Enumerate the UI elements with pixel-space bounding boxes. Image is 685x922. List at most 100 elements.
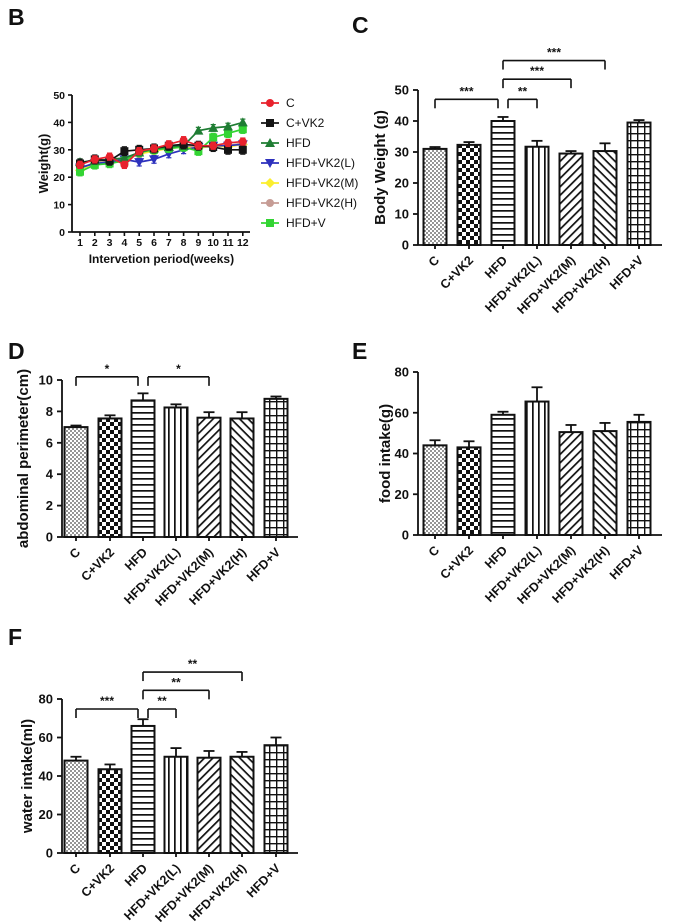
bar-c-vk2 bbox=[456, 446, 482, 536]
panel-label-e: E bbox=[352, 338, 368, 364]
bar-hfd-v bbox=[263, 397, 289, 539]
svg-text:60: 60 bbox=[39, 730, 53, 745]
svg-text:40: 40 bbox=[53, 117, 65, 129]
legend-entry-hfd-v: HFD+V bbox=[261, 216, 326, 230]
svg-text:9: 9 bbox=[195, 237, 201, 249]
axes bbox=[68, 94, 250, 236]
svg-text:**: ** bbox=[171, 675, 181, 689]
svg-text:0: 0 bbox=[402, 238, 409, 253]
bar-hfd bbox=[490, 120, 516, 246]
svg-text:HFD+VK2(H): HFD+VK2(H) bbox=[286, 196, 357, 210]
svg-text:*: * bbox=[105, 362, 110, 376]
bar-hfd-vk2-m bbox=[196, 416, 222, 538]
bar-hfd bbox=[490, 413, 516, 536]
panel-label-b: B bbox=[8, 4, 25, 30]
svg-text:HFD+V: HFD+V bbox=[607, 543, 647, 583]
svg-text:10: 10 bbox=[53, 200, 65, 212]
bar-c bbox=[63, 426, 89, 538]
svg-text:C: C bbox=[67, 545, 83, 561]
svg-text:HFD+V: HFD+V bbox=[244, 861, 284, 901]
svg-text:1: 1 bbox=[77, 237, 83, 249]
svg-text:HFD+V: HFD+V bbox=[607, 253, 647, 293]
svg-text:12: 12 bbox=[237, 237, 249, 249]
svg-text:HFD+V: HFD+V bbox=[244, 545, 284, 585]
y-tick-labels: 0 2 4 6 8 10 bbox=[39, 373, 54, 545]
bar-hfd-vk2-h bbox=[229, 417, 255, 538]
svg-text:**: ** bbox=[518, 84, 528, 98]
svg-text:5: 5 bbox=[136, 237, 142, 249]
bars bbox=[422, 400, 652, 537]
svg-text:*: * bbox=[176, 362, 181, 376]
svg-text:**: ** bbox=[188, 657, 198, 671]
bar-hfd-v bbox=[263, 744, 289, 854]
legend-entry-hfd-vk2-m: HFD+VK2(M) bbox=[261, 176, 358, 190]
svg-text:HFD: HFD bbox=[482, 543, 510, 571]
svg-text:***: *** bbox=[100, 694, 114, 708]
category-labels: CC+VK2 HFDHFD+VK2(L)HFD+VK2(M)HFD+VK2(H)H… bbox=[67, 545, 284, 609]
bar-c-vk2 bbox=[97, 417, 123, 538]
svg-text:C+VK2: C+VK2 bbox=[286, 116, 325, 130]
category-labels: CC+VK2 HFDHFD+VK2(L)HFD+VK2(M)HFD+VK2(H)H… bbox=[426, 253, 647, 317]
legend-entry-c-vk2: C+VK2 bbox=[261, 116, 325, 130]
error-bars bbox=[70, 392, 282, 428]
svg-text:60: 60 bbox=[395, 405, 409, 420]
bar-c bbox=[63, 759, 89, 855]
legend-entry-c: C bbox=[261, 96, 295, 110]
panel-label-d: D bbox=[8, 338, 25, 364]
svg-text:2: 2 bbox=[46, 498, 53, 513]
category-labels: CC+VK2 HFDHFD+VK2(L)HFD+VK2(M)HFD+VK2(H)H… bbox=[67, 861, 284, 922]
bar-hfd-vk2-l bbox=[163, 406, 189, 538]
svg-text:80: 80 bbox=[39, 692, 53, 707]
svg-text:HFD+V: HFD+V bbox=[286, 216, 326, 230]
svg-text:***: *** bbox=[459, 84, 473, 98]
svg-text:8: 8 bbox=[46, 404, 53, 419]
svg-text:food intake(g): food intake(g) bbox=[377, 404, 394, 503]
y-axis-label: Weight(g) bbox=[36, 134, 51, 194]
svg-text:Weight(g): Weight(g) bbox=[36, 134, 51, 194]
bar-hfd-vk2-l bbox=[524, 400, 550, 537]
panel-label-c: C bbox=[352, 12, 369, 38]
svg-text:2: 2 bbox=[92, 237, 98, 249]
svg-text:HFD+VK2(L): HFD+VK2(L) bbox=[286, 156, 355, 170]
bar-c-vk2 bbox=[456, 143, 482, 246]
legend-entry-hfd: HFD bbox=[261, 136, 311, 150]
error-bars bbox=[429, 386, 645, 448]
svg-text:**: ** bbox=[157, 694, 167, 708]
svg-text:Body Weight (g): Body Weight (g) bbox=[372, 110, 389, 225]
bar-hfd bbox=[130, 399, 156, 538]
svg-text:20: 20 bbox=[395, 487, 409, 502]
svg-text:C+VK2: C+VK2 bbox=[437, 543, 476, 582]
series-c bbox=[76, 136, 247, 170]
svg-text:10: 10 bbox=[395, 207, 409, 222]
svg-text:50: 50 bbox=[53, 90, 65, 102]
svg-text:20: 20 bbox=[53, 172, 65, 184]
svg-text:0: 0 bbox=[46, 846, 53, 861]
svg-text:6: 6 bbox=[151, 237, 157, 249]
bar-hfd-vk2-m bbox=[558, 431, 584, 536]
svg-text:water intake(ml): water intake(ml) bbox=[19, 719, 36, 834]
significance-brackets: * * bbox=[75, 362, 210, 386]
svg-text:40: 40 bbox=[395, 114, 409, 129]
svg-text:***: *** bbox=[547, 46, 561, 60]
series-hfd-vk2-l bbox=[75, 139, 248, 173]
error-bars bbox=[429, 116, 645, 154]
svg-text:C: C bbox=[286, 96, 295, 110]
svg-text:C+VK2: C+VK2 bbox=[437, 253, 476, 292]
svg-text:C: C bbox=[67, 861, 83, 877]
svg-text:0: 0 bbox=[59, 227, 65, 239]
legend-entry-hfd-vk2-h: HFD+VK2(H) bbox=[261, 196, 357, 210]
svg-text:10: 10 bbox=[207, 237, 219, 249]
svg-text:4: 4 bbox=[46, 467, 54, 482]
y-axis-label: abdominal perimeter(cm) bbox=[15, 369, 32, 548]
bars bbox=[63, 397, 289, 539]
svg-text:abdominal perimeter(cm): abdominal perimeter(cm) bbox=[15, 369, 32, 548]
svg-text:6: 6 bbox=[46, 435, 53, 450]
svg-text:30: 30 bbox=[53, 145, 65, 157]
svg-text:HFD: HFD bbox=[286, 136, 311, 150]
panel-label-f: F bbox=[8, 624, 23, 650]
error-bars bbox=[70, 718, 282, 770]
svg-text:7: 7 bbox=[166, 237, 172, 249]
svg-text:C: C bbox=[426, 543, 442, 559]
svg-text:C+VK2: C+VK2 bbox=[78, 861, 117, 900]
